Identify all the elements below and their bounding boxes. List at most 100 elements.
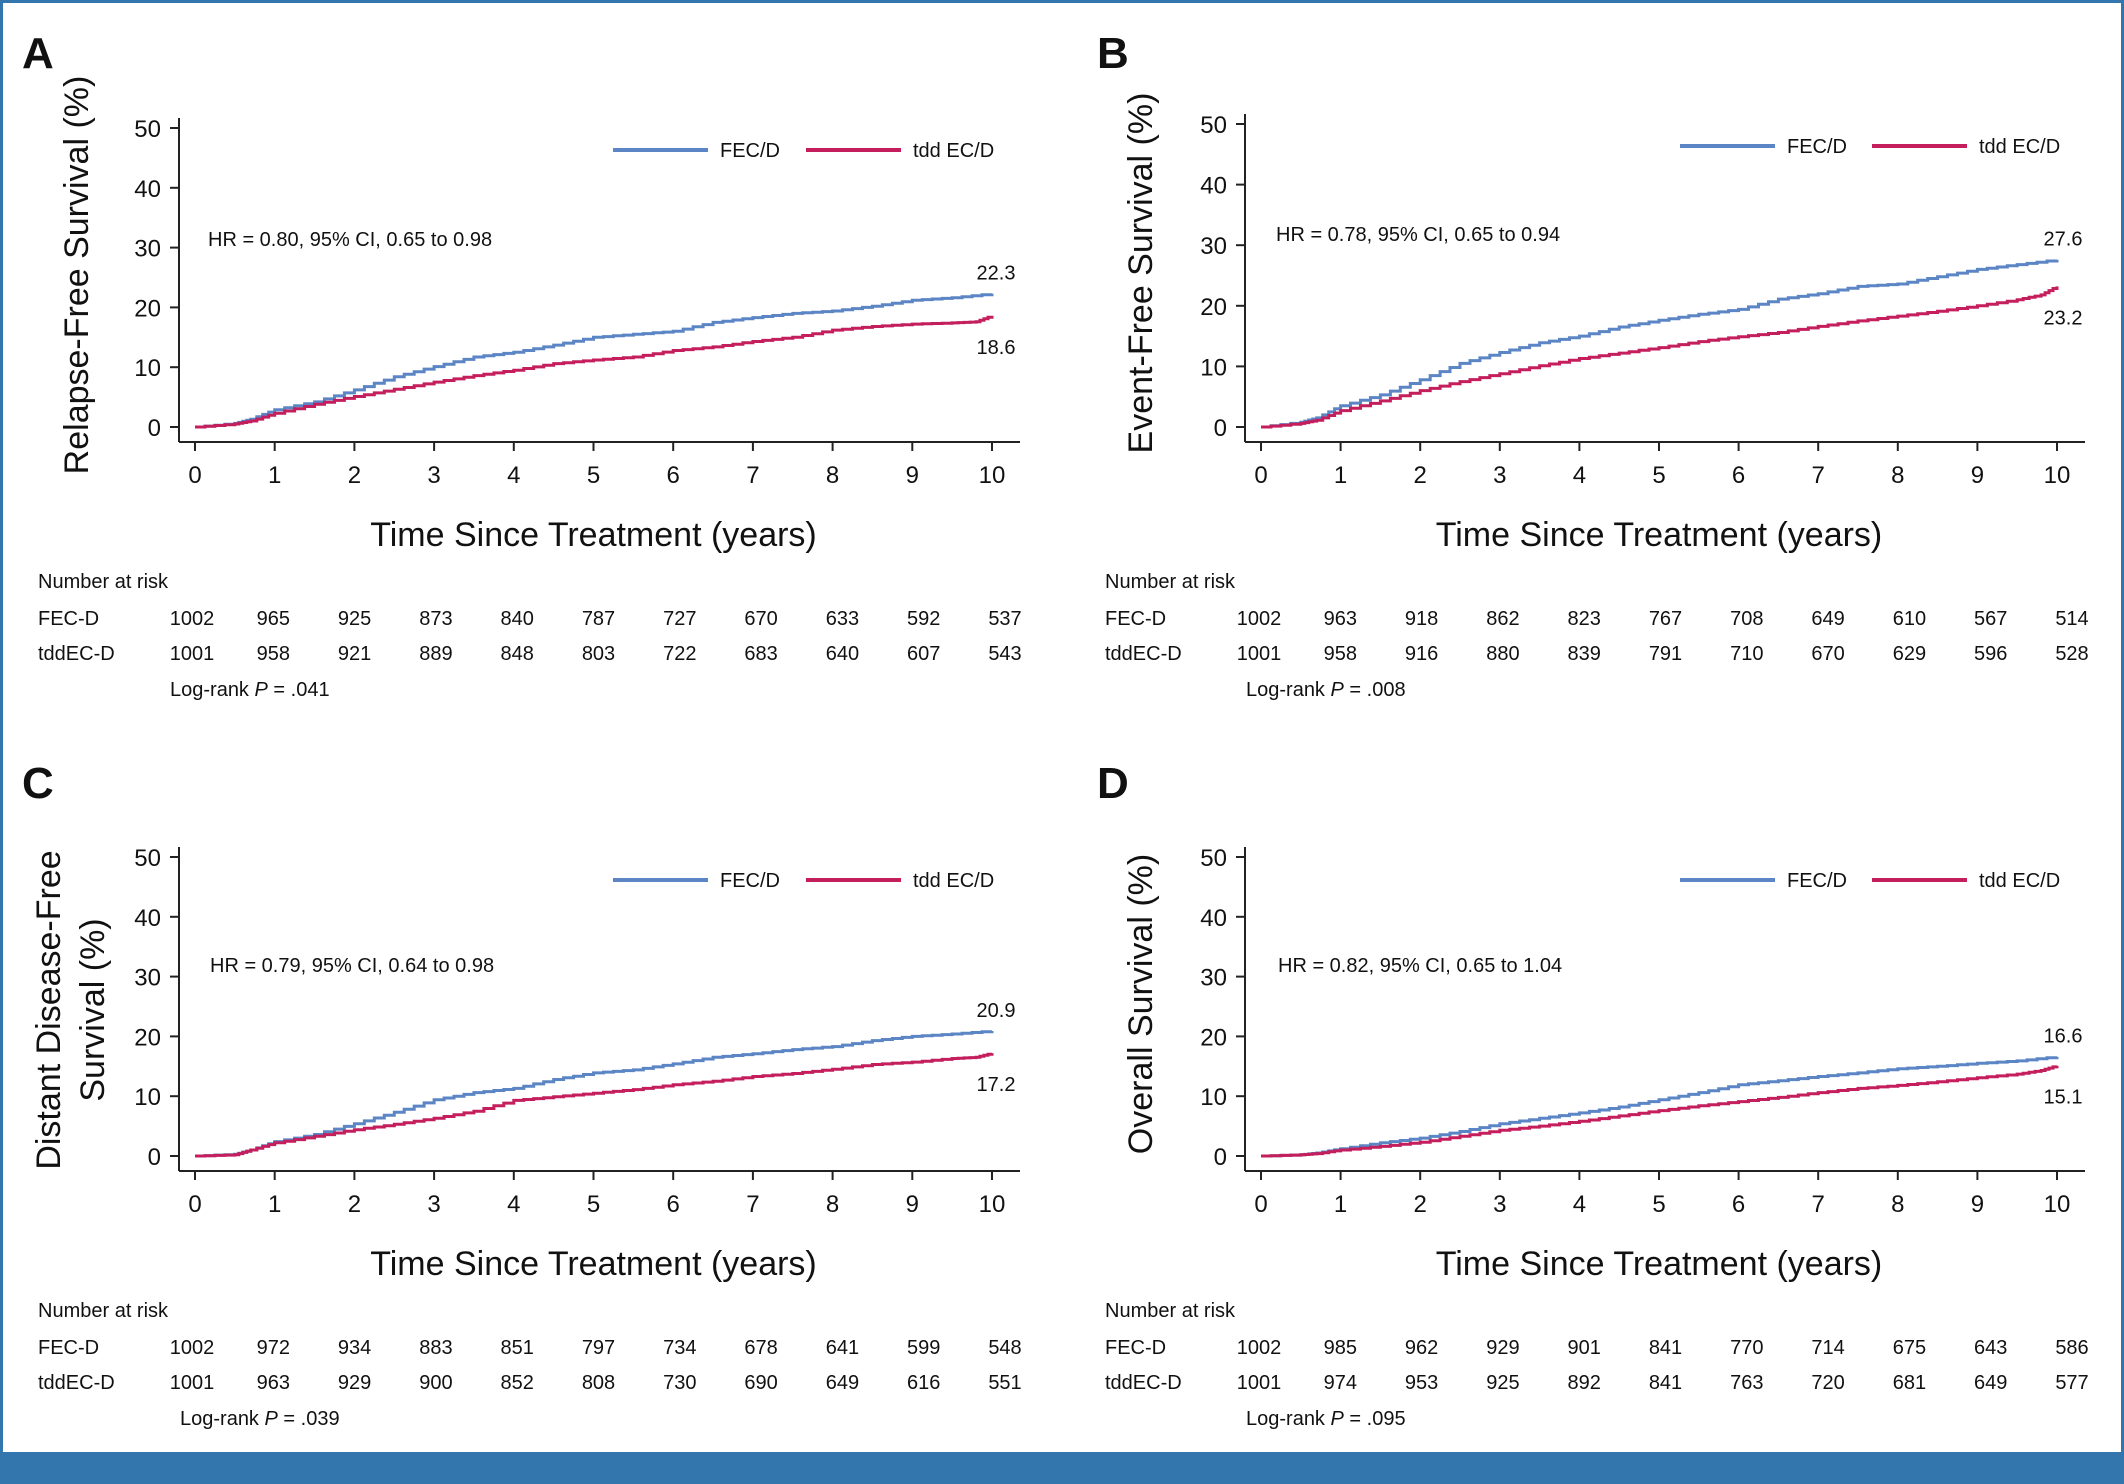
risk-count: 734 — [663, 1337, 696, 1359]
risk-count: 649 — [1811, 608, 1844, 630]
risk-row-label: FEC-D — [1105, 1337, 1166, 1359]
risk-count: 514 — [2055, 608, 2088, 630]
x-tick-label: 8 — [826, 1191, 839, 1218]
risk-count: 610 — [1893, 608, 1926, 630]
panel-label: A — [22, 29, 54, 78]
y-tick-label: 20 — [1200, 1024, 1227, 1051]
x-tick-label: 1 — [1334, 462, 1347, 489]
risk-count: 678 — [744, 1337, 777, 1359]
y-tick-label: 50 — [134, 845, 161, 872]
risk-count: 720 — [1811, 1372, 1844, 1394]
x-tick-label: 10 — [2044, 462, 2071, 489]
risk-count: 537 — [988, 608, 1021, 630]
risk-count: 1002 — [170, 608, 215, 630]
risk-count: 528 — [2055, 643, 2088, 665]
risk-count: 1001 — [170, 643, 215, 665]
x-tick-label: 6 — [667, 1191, 680, 1218]
y-tick-label: 10 — [1200, 354, 1227, 381]
y-tick-label: 10 — [1200, 1084, 1227, 1111]
x-axis-label: Time Since Treatment (years) — [370, 516, 817, 554]
end-value-label: 18.6 — [977, 337, 1016, 359]
risk-count: 797 — [582, 1337, 615, 1359]
risk-count: 823 — [1568, 608, 1601, 630]
legend-label: tdd EC/D — [913, 870, 994, 892]
x-tick-label: 4 — [1573, 462, 1586, 489]
risk-count: 900 — [419, 1372, 452, 1394]
risk-count: 862 — [1486, 608, 1519, 630]
panel-label: C — [22, 759, 54, 808]
bottom-accent-bar — [0, 1452, 2124, 1484]
risk-count: 670 — [1811, 643, 1844, 665]
x-tick-label: 2 — [1414, 462, 1427, 489]
risk-count: 722 — [663, 643, 696, 665]
y-tick-label: 0 — [1214, 415, 1227, 442]
y-tick-label: 20 — [1200, 294, 1227, 321]
risk-count: 841 — [1649, 1372, 1682, 1394]
hazard-ratio-annotation: HR = 0.79, 95% CI, 0.64 to 0.98 — [210, 955, 494, 977]
risk-count: 958 — [1324, 643, 1357, 665]
risk-count: 592 — [907, 608, 940, 630]
risk-count: 901 — [1568, 1337, 1601, 1359]
risk-count: 629 — [1893, 643, 1926, 665]
series-line-tdd-ec-d — [195, 315, 994, 429]
x-tick-label: 5 — [587, 1191, 600, 1218]
risk-table-title: Number at risk — [1105, 1300, 1236, 1322]
risk-count: 616 — [907, 1372, 940, 1394]
end-value-label: 15.1 — [2044, 1087, 2083, 1109]
risk-row-label: FEC-D — [1105, 608, 1166, 630]
risk-count: 808 — [582, 1372, 615, 1394]
end-value-label: 17.2 — [977, 1074, 1016, 1096]
hazard-ratio-annotation: HR = 0.78, 95% CI, 0.65 to 0.94 — [1276, 224, 1560, 246]
risk-count: 1001 — [170, 1372, 215, 1394]
y-tick-label: 30 — [134, 965, 161, 992]
risk-table-title: Number at risk — [38, 571, 169, 593]
risk-count: 548 — [988, 1337, 1021, 1359]
risk-count: 551 — [988, 1372, 1021, 1394]
risk-count: 934 — [338, 1337, 371, 1359]
risk-count: 929 — [338, 1372, 371, 1394]
risk-count: 873 — [419, 608, 452, 630]
risk-count: 880 — [1486, 643, 1519, 665]
x-tick-label: 3 — [427, 1191, 440, 1218]
x-tick-label: 9 — [1971, 462, 1984, 489]
x-tick-label: 5 — [1652, 462, 1665, 489]
log-rank-p-value: Log-rank P = .095 — [1246, 1408, 1406, 1430]
risk-count: 953 — [1405, 1372, 1438, 1394]
x-tick-label: 9 — [906, 1191, 919, 1218]
risk-count: 708 — [1730, 608, 1763, 630]
y-tick-label: 20 — [134, 295, 161, 322]
risk-count: 649 — [1974, 1372, 2007, 1394]
y-tick-label: 50 — [1200, 845, 1227, 872]
y-tick-label: 20 — [134, 1024, 161, 1051]
risk-count: 929 — [1486, 1337, 1519, 1359]
risk-count: 840 — [501, 608, 534, 630]
risk-count: 596 — [1974, 643, 2007, 665]
risk-count: 1002 — [170, 1337, 215, 1359]
x-tick-label: 5 — [1652, 1191, 1665, 1218]
risk-count: 640 — [826, 643, 859, 665]
risk-count: 963 — [257, 1372, 290, 1394]
risk-count: 925 — [1486, 1372, 1519, 1394]
end-value-label: 20.9 — [977, 1000, 1016, 1022]
risk-count: 883 — [419, 1337, 452, 1359]
risk-count: 958 — [257, 643, 290, 665]
risk-count: 918 — [1405, 608, 1438, 630]
end-value-label: 22.3 — [977, 263, 1016, 285]
risk-count: 851 — [501, 1337, 534, 1359]
risk-count: 839 — [1568, 643, 1601, 665]
risk-count: 770 — [1730, 1337, 1763, 1359]
y-tick-label: 0 — [148, 1144, 161, 1171]
y-tick-label: 50 — [1200, 112, 1227, 139]
risk-count: 1002 — [1237, 608, 1282, 630]
risk-count: 985 — [1324, 1337, 1357, 1359]
panel-label: D — [1097, 759, 1129, 808]
risk-count: 921 — [338, 643, 371, 665]
series-line-tdd-ec-d — [1261, 1065, 2059, 1158]
legend-label: tdd EC/D — [1979, 136, 2060, 158]
risk-count: 965 — [257, 608, 290, 630]
x-tick-label: 6 — [1732, 462, 1745, 489]
risk-row-label: FEC-D — [38, 1337, 99, 1359]
